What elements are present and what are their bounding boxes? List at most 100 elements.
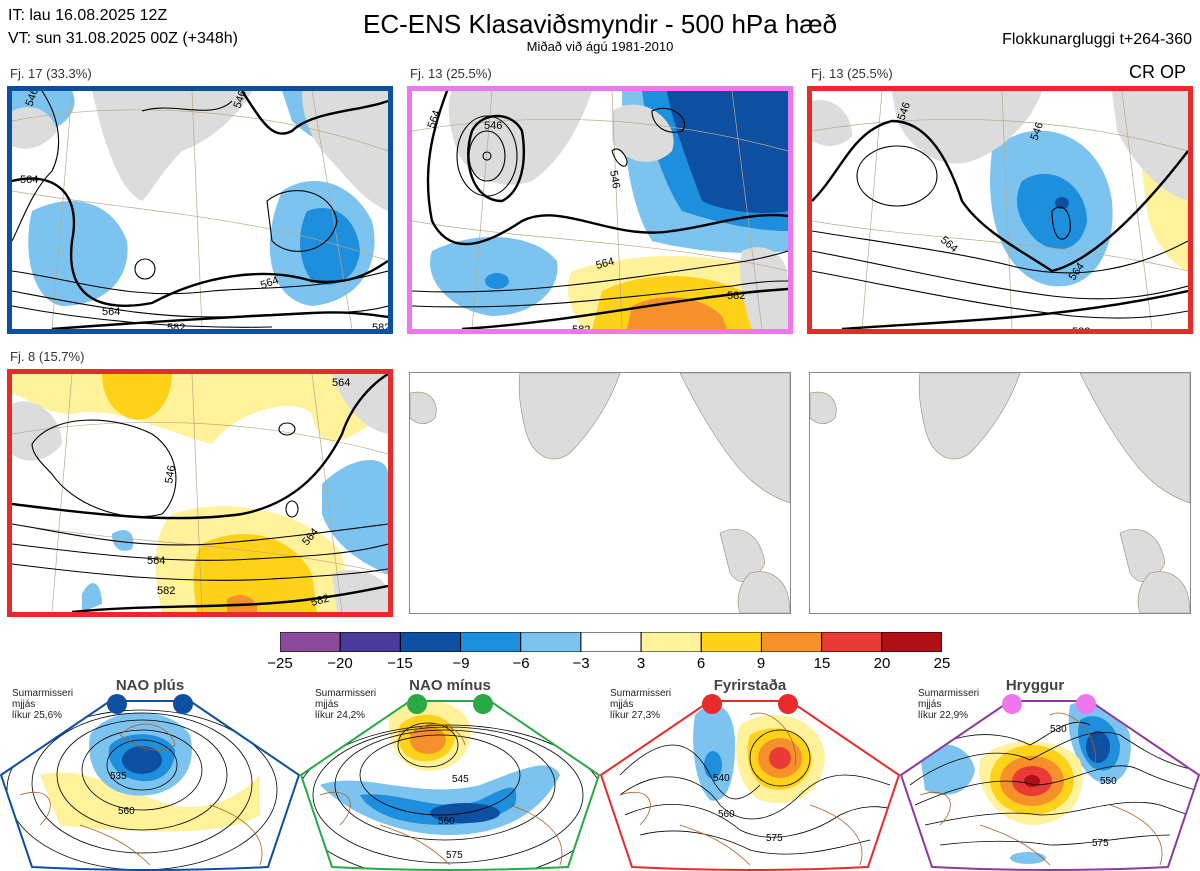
cluster-map-4: 564 546 564 564 582 582 bbox=[7, 369, 393, 617]
colorbar-tick: −9 bbox=[452, 655, 470, 672]
contour-label: 575 bbox=[766, 833, 783, 844]
regime-season: Sumarmisseri bbox=[12, 688, 74, 699]
anomaly-positive bbox=[40, 772, 260, 832]
colorbar-tick: 3 bbox=[636, 655, 646, 672]
colorbar-swatch bbox=[279, 631, 341, 653]
empty-map-5 bbox=[409, 372, 791, 614]
regime-title: Hryggur bbox=[1005, 677, 1065, 694]
contour-label: 546 bbox=[896, 101, 914, 122]
contour-label: 546 bbox=[607, 169, 622, 189]
empty-map-6 bbox=[809, 372, 1191, 614]
contour-label: 546 bbox=[163, 464, 178, 484]
cluster-map-2: 564 546 546 564 582 582 bbox=[407, 86, 793, 334]
regime-ridge: Hryggur Sumarmisseri mjjás líkur 22,9% bbox=[900, 675, 1200, 871]
page-subtitle: Miðað við ágú 1981-2010 bbox=[526, 39, 674, 54]
land-masses bbox=[448, 91, 788, 329]
land-masses bbox=[810, 373, 1190, 613]
panel-label-1: Fj. 17 (33.3%) bbox=[10, 66, 92, 81]
contour-label: 575 bbox=[1092, 838, 1109, 849]
contour-label: 564 bbox=[332, 377, 350, 389]
colorbar-swatches bbox=[279, 631, 943, 653]
contour-label: 564 bbox=[426, 109, 444, 130]
contour-label: 530 bbox=[1050, 724, 1067, 735]
colorbar-tick: 25 bbox=[933, 655, 951, 672]
regime-nao-minus: NAO mínus Sumarmisseri mjjás líkur 24,2%… bbox=[300, 675, 600, 871]
panel-label-4: Fj. 8 (15.7%) bbox=[10, 349, 85, 364]
colorbar-swatch bbox=[700, 631, 762, 653]
height-contours-bold bbox=[426, 91, 788, 329]
cluster-map-1: 546 546 564 564 564 582 582 bbox=[7, 86, 393, 334]
colorbar-swatch bbox=[640, 631, 702, 653]
graticule bbox=[12, 91, 388, 329]
contour-label: 564 bbox=[595, 256, 616, 272]
regime-likelihood: líkur 24,2% bbox=[315, 710, 366, 721]
height-contours-bold bbox=[12, 374, 388, 612]
land-masses bbox=[12, 91, 388, 211]
regime-marker bbox=[473, 694, 493, 714]
regime-season: Sumarmisseri bbox=[610, 688, 672, 699]
regime-likelihood: líkur 22,9% bbox=[918, 710, 969, 721]
contour-label: 582 bbox=[727, 290, 745, 302]
colorbar-tick: −6 bbox=[512, 655, 530, 672]
anomaly-negative bbox=[920, 744, 975, 795]
contour-label: 546 bbox=[1029, 121, 1047, 142]
colorbar-swatch bbox=[520, 631, 582, 653]
colorbar-swatch bbox=[760, 631, 823, 653]
regime-smoothing: mjjás bbox=[610, 699, 634, 710]
contour-label: 582 bbox=[167, 322, 185, 329]
graticule bbox=[412, 91, 788, 329]
regime-marker bbox=[1076, 694, 1096, 714]
regime-smoothing: mjjás bbox=[12, 699, 36, 710]
contour-label: 540 bbox=[713, 773, 730, 784]
height-contours-bold bbox=[812, 119, 1188, 329]
colorbar-swatch bbox=[399, 631, 462, 653]
height-contours bbox=[412, 107, 788, 308]
colorbar-swatch bbox=[821, 631, 883, 653]
contour-label: 535 bbox=[110, 771, 127, 782]
contour-label: 564 bbox=[102, 306, 120, 318]
contour-label: 582 bbox=[572, 324, 590, 329]
anomaly-negative bbox=[82, 460, 388, 612]
height-contours bbox=[12, 419, 388, 581]
contour-label: 582 bbox=[157, 585, 175, 597]
contour-label: 564 bbox=[147, 555, 165, 567]
valid-time: VT: sun 31.08.2025 00Z (+348h) bbox=[8, 30, 238, 47]
regime-marker bbox=[778, 694, 798, 714]
land-masses bbox=[410, 373, 790, 613]
contour-label: 560 bbox=[118, 806, 135, 817]
colorbar-tick: 20 bbox=[873, 655, 891, 672]
regime-likelihood: líkur 25,6% bbox=[12, 710, 63, 721]
colorbar-ticks: −25 −20 −15 −9 −6 −3 3 6 9 15 20 25 bbox=[267, 655, 950, 675]
contour-label: 545 bbox=[452, 774, 469, 785]
colorbar bbox=[279, 631, 943, 653]
colorbar-tick: −3 bbox=[572, 655, 590, 672]
regime-marker bbox=[173, 694, 193, 714]
regime-title: NAO plús bbox=[115, 677, 185, 694]
contour-label: 582 bbox=[1072, 326, 1090, 329]
regime-marker bbox=[1002, 694, 1022, 714]
regime-marker bbox=[702, 694, 722, 714]
page-title: EC-ENS Klasaviðsmyndir - 500 hPa hæð bbox=[363, 9, 837, 39]
anomaly-negative bbox=[990, 130, 1113, 287]
height-contours-bold bbox=[12, 91, 388, 329]
contour-label: 582 bbox=[310, 593, 331, 609]
cluster-map-3: 546 546 564 564 582 bbox=[807, 86, 1193, 334]
colorbar-swatch bbox=[339, 631, 401, 653]
colorbar-tick: 6 bbox=[696, 655, 706, 672]
contour-label: 575 bbox=[446, 850, 463, 861]
contour-label: 550 bbox=[1100, 776, 1117, 787]
colorbar-swatch bbox=[460, 631, 522, 653]
regime-likelihood: líkur 27,3% bbox=[610, 710, 661, 721]
classification-window: Flokkunargluggi t+264-360 bbox=[1002, 31, 1192, 48]
colorbar-swatch bbox=[881, 631, 943, 653]
regime-marker bbox=[407, 694, 427, 714]
contour-label: 560 bbox=[438, 816, 455, 827]
regime-season: Sumarmisseri bbox=[918, 688, 980, 699]
contour-label: 564 bbox=[259, 274, 280, 292]
colorbar-tick: 9 bbox=[756, 655, 766, 672]
colorbar-tick: 15 bbox=[813, 655, 831, 672]
regime-smoothing: mjjás bbox=[918, 699, 942, 710]
regime-title: Fyrirstaða bbox=[713, 677, 787, 694]
regime-title: NAO mínus bbox=[409, 677, 491, 694]
regime-season: Sumarmisseri bbox=[315, 688, 377, 699]
